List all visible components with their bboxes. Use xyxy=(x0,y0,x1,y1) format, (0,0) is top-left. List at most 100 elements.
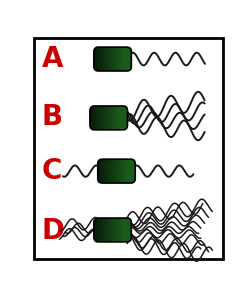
FancyBboxPatch shape xyxy=(112,159,122,183)
FancyBboxPatch shape xyxy=(96,47,106,71)
FancyBboxPatch shape xyxy=(102,218,112,242)
FancyBboxPatch shape xyxy=(112,159,121,183)
FancyBboxPatch shape xyxy=(102,47,112,71)
FancyBboxPatch shape xyxy=(110,106,120,130)
FancyBboxPatch shape xyxy=(108,47,117,71)
FancyBboxPatch shape xyxy=(122,47,132,71)
FancyBboxPatch shape xyxy=(117,47,127,71)
FancyBboxPatch shape xyxy=(95,106,104,130)
FancyBboxPatch shape xyxy=(113,106,123,130)
FancyBboxPatch shape xyxy=(117,106,126,130)
FancyBboxPatch shape xyxy=(107,218,116,242)
FancyBboxPatch shape xyxy=(110,218,119,242)
FancyBboxPatch shape xyxy=(116,106,125,130)
FancyBboxPatch shape xyxy=(99,159,108,183)
FancyBboxPatch shape xyxy=(117,218,127,242)
FancyBboxPatch shape xyxy=(102,159,112,183)
FancyBboxPatch shape xyxy=(99,218,109,242)
FancyBboxPatch shape xyxy=(93,47,103,71)
FancyBboxPatch shape xyxy=(108,159,117,183)
FancyBboxPatch shape xyxy=(109,159,119,183)
FancyBboxPatch shape xyxy=(99,47,109,71)
FancyBboxPatch shape xyxy=(122,159,132,183)
FancyBboxPatch shape xyxy=(119,47,128,71)
FancyBboxPatch shape xyxy=(119,218,128,242)
FancyBboxPatch shape xyxy=(110,159,120,183)
FancyBboxPatch shape xyxy=(106,159,116,183)
FancyBboxPatch shape xyxy=(98,218,108,242)
Text: D: D xyxy=(42,217,65,245)
FancyBboxPatch shape xyxy=(118,159,128,183)
FancyBboxPatch shape xyxy=(120,218,130,242)
FancyBboxPatch shape xyxy=(120,218,129,242)
FancyBboxPatch shape xyxy=(107,47,116,71)
FancyBboxPatch shape xyxy=(100,218,110,242)
FancyBboxPatch shape xyxy=(95,47,104,71)
FancyBboxPatch shape xyxy=(115,159,124,183)
FancyBboxPatch shape xyxy=(110,218,120,242)
FancyBboxPatch shape xyxy=(102,159,111,183)
FancyBboxPatch shape xyxy=(106,106,115,130)
FancyBboxPatch shape xyxy=(114,106,124,130)
FancyBboxPatch shape xyxy=(122,218,131,242)
FancyBboxPatch shape xyxy=(100,159,110,183)
FancyBboxPatch shape xyxy=(101,218,110,242)
FancyBboxPatch shape xyxy=(93,218,103,242)
FancyBboxPatch shape xyxy=(103,106,113,130)
FancyBboxPatch shape xyxy=(118,106,128,130)
FancyBboxPatch shape xyxy=(115,106,124,130)
FancyBboxPatch shape xyxy=(114,218,124,242)
FancyBboxPatch shape xyxy=(106,47,116,71)
FancyBboxPatch shape xyxy=(106,159,115,183)
FancyBboxPatch shape xyxy=(107,106,117,130)
FancyBboxPatch shape xyxy=(104,218,113,242)
FancyBboxPatch shape xyxy=(102,47,111,71)
FancyBboxPatch shape xyxy=(119,159,128,183)
FancyBboxPatch shape xyxy=(109,218,118,242)
FancyBboxPatch shape xyxy=(96,106,105,130)
FancyBboxPatch shape xyxy=(116,47,125,71)
FancyBboxPatch shape xyxy=(94,47,104,71)
FancyBboxPatch shape xyxy=(111,218,121,242)
FancyBboxPatch shape xyxy=(111,106,120,130)
FancyBboxPatch shape xyxy=(98,106,108,130)
FancyBboxPatch shape xyxy=(117,159,127,183)
FancyBboxPatch shape xyxy=(101,159,110,183)
FancyBboxPatch shape xyxy=(105,218,115,242)
FancyBboxPatch shape xyxy=(124,159,134,183)
FancyBboxPatch shape xyxy=(120,47,129,71)
FancyBboxPatch shape xyxy=(105,106,115,130)
FancyBboxPatch shape xyxy=(93,106,103,130)
FancyBboxPatch shape xyxy=(94,106,104,130)
FancyBboxPatch shape xyxy=(103,218,113,242)
FancyBboxPatch shape xyxy=(115,218,124,242)
FancyBboxPatch shape xyxy=(108,218,117,242)
FancyBboxPatch shape xyxy=(121,47,130,71)
FancyBboxPatch shape xyxy=(97,47,106,71)
FancyBboxPatch shape xyxy=(123,159,133,183)
FancyBboxPatch shape xyxy=(116,159,126,183)
FancyBboxPatch shape xyxy=(120,159,130,183)
FancyBboxPatch shape xyxy=(112,106,121,130)
FancyBboxPatch shape xyxy=(90,106,100,130)
FancyBboxPatch shape xyxy=(94,218,104,242)
FancyBboxPatch shape xyxy=(121,218,130,242)
FancyBboxPatch shape xyxy=(103,159,113,183)
Text: C: C xyxy=(42,157,62,185)
FancyBboxPatch shape xyxy=(100,106,110,130)
FancyBboxPatch shape xyxy=(106,106,116,130)
FancyBboxPatch shape xyxy=(126,159,135,183)
FancyBboxPatch shape xyxy=(107,159,117,183)
FancyBboxPatch shape xyxy=(122,159,131,183)
FancyBboxPatch shape xyxy=(102,218,111,242)
FancyBboxPatch shape xyxy=(114,159,124,183)
FancyBboxPatch shape xyxy=(104,47,114,71)
FancyBboxPatch shape xyxy=(96,218,106,242)
FancyBboxPatch shape xyxy=(114,159,123,183)
FancyBboxPatch shape xyxy=(114,218,123,242)
FancyBboxPatch shape xyxy=(105,47,115,71)
FancyBboxPatch shape xyxy=(104,218,114,242)
FancyBboxPatch shape xyxy=(110,106,119,130)
FancyBboxPatch shape xyxy=(108,218,118,242)
FancyBboxPatch shape xyxy=(100,47,110,71)
